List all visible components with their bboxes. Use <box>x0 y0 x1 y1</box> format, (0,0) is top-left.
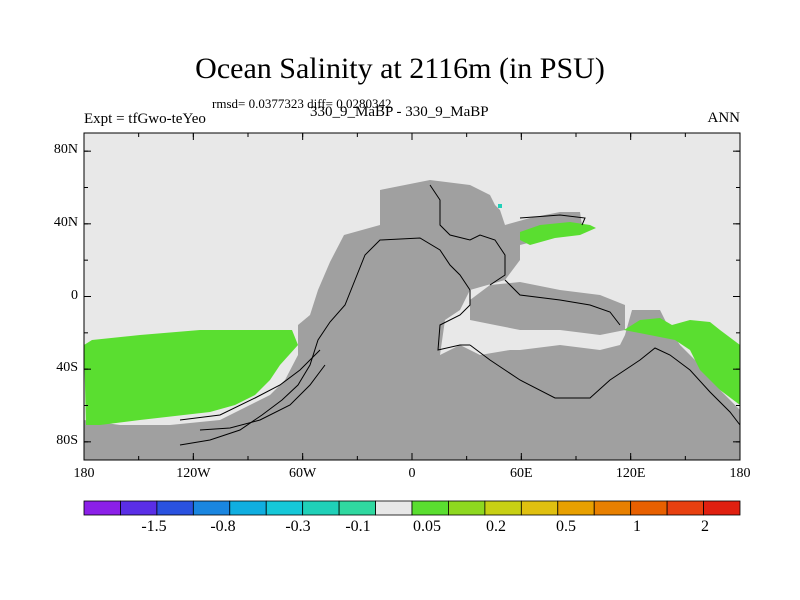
x-tick-label: 60E <box>510 466 533 481</box>
colorbar-label: 1 <box>633 518 641 535</box>
axis-ticks <box>83 133 741 460</box>
colorbar-swatch <box>192 500 231 516</box>
experiment-label: Expt = tfGwo-teYeo <box>84 111 206 127</box>
anomaly-pacific <box>84 330 298 425</box>
anomaly-regions <box>84 222 740 425</box>
colorbar-label: -0.3 <box>285 518 311 535</box>
colorbar-label: -0.8 <box>210 518 236 535</box>
colorbar-swatch <box>630 500 668 516</box>
land-indo <box>470 282 625 335</box>
x-tick-label: 120W <box>176 466 211 481</box>
anomaly-south-pacific-east <box>624 318 740 405</box>
anomaly-cyan-patch <box>498 204 502 208</box>
stats-text: rmsd= 0.0377323 diff= 0.0280342 <box>212 96 392 111</box>
colorbar-swatch <box>83 500 121 516</box>
y-tick-label: 40S <box>56 360 78 376</box>
colorbar-label: -1.5 <box>141 518 167 535</box>
colorbar-swatch <box>265 500 304 516</box>
colorbar-swatch <box>375 500 413 516</box>
colorbar-label: 0.2 <box>486 518 506 535</box>
colorbar-swatch <box>338 500 376 516</box>
colorbar-swatch <box>229 500 267 516</box>
colorbar-label: 0.5 <box>556 518 576 535</box>
colorbar-label: -0.1 <box>345 518 371 535</box>
y-tick-label: 80S <box>56 432 78 448</box>
colorbar-swatch <box>302 500 340 516</box>
colorbar-label: 2 <box>701 518 709 535</box>
colorbar-swatch <box>557 500 595 516</box>
anomaly-north-asia <box>520 222 596 245</box>
colorbar-swatch <box>666 500 704 516</box>
coastlines <box>179 184 741 446</box>
x-tick-label: 120E <box>615 466 646 481</box>
season-label: ANN <box>707 110 741 126</box>
land-south-america-antarctica <box>84 180 740 460</box>
case-label: 330_9_MaBP - 330_9_MaBP <box>310 104 489 120</box>
x-tick-label: 180 <box>729 466 751 481</box>
colorbar-swatch <box>593 500 632 516</box>
y-tick-label: 0 <box>71 287 78 303</box>
colorbar-swatch <box>484 500 522 516</box>
x-tick-label: 60W <box>289 466 317 481</box>
colorbar-swatch <box>411 500 449 516</box>
chart-title: Ocean Salinity at 2116m (in PSU) <box>195 52 605 85</box>
colorbar-swatch <box>156 500 194 516</box>
colorbar-swatch <box>120 500 158 516</box>
y-tick-label: 40N <box>53 214 78 230</box>
colorbar-swatch <box>448 500 486 516</box>
x-tick-label: 0 <box>408 466 416 481</box>
colorbar-swatch <box>703 500 741 516</box>
colorbar-swatch <box>520 500 559 516</box>
x-tick-label: 180 <box>73 466 95 481</box>
colorbar-label: 0.05 <box>413 518 441 535</box>
y-tick-label: 80N <box>53 142 78 158</box>
colorbar <box>83 500 741 516</box>
